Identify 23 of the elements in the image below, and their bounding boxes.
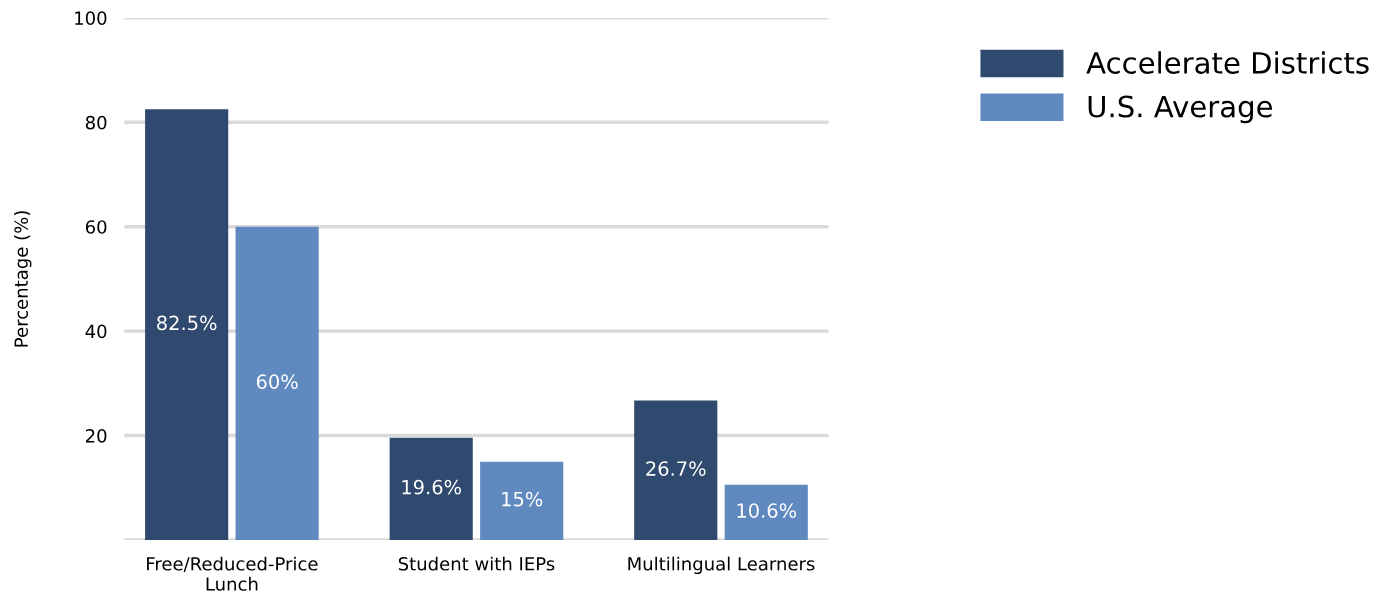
x-tick-label: Free/Reduced-Price Lunch (147, 556, 318, 591)
y-tick-label: 60 (85, 220, 107, 234)
bar (480, 461, 564, 540)
bar (724, 484, 808, 540)
legend-label: Accelerate Districts (1086, 51, 1369, 74)
bar (235, 226, 319, 540)
bar (145, 109, 229, 540)
data-label: 60% (256, 374, 298, 389)
x-tick-label: Multilingual Learners (628, 556, 815, 575)
y-tick-label: 80 (85, 115, 107, 130)
data-label: 19.6% (402, 479, 462, 495)
y-tick-label: 40 (85, 324, 107, 339)
data-label: 15% (502, 491, 543, 507)
data-label: 10.6% (737, 503, 797, 518)
data-label: 26.7% (646, 461, 706, 476)
y-tick-label: 100 (75, 11, 107, 25)
data-label: 82.5% (157, 315, 217, 331)
legend-label: U.S. Average (1088, 95, 1273, 124)
bar (389, 437, 473, 540)
bar (634, 400, 718, 540)
x-tick-label: Student with IEPs (398, 556, 555, 571)
y-tick-label: 20 (85, 429, 107, 443)
y-axis-title: Percentage (%) (14, 211, 32, 347)
